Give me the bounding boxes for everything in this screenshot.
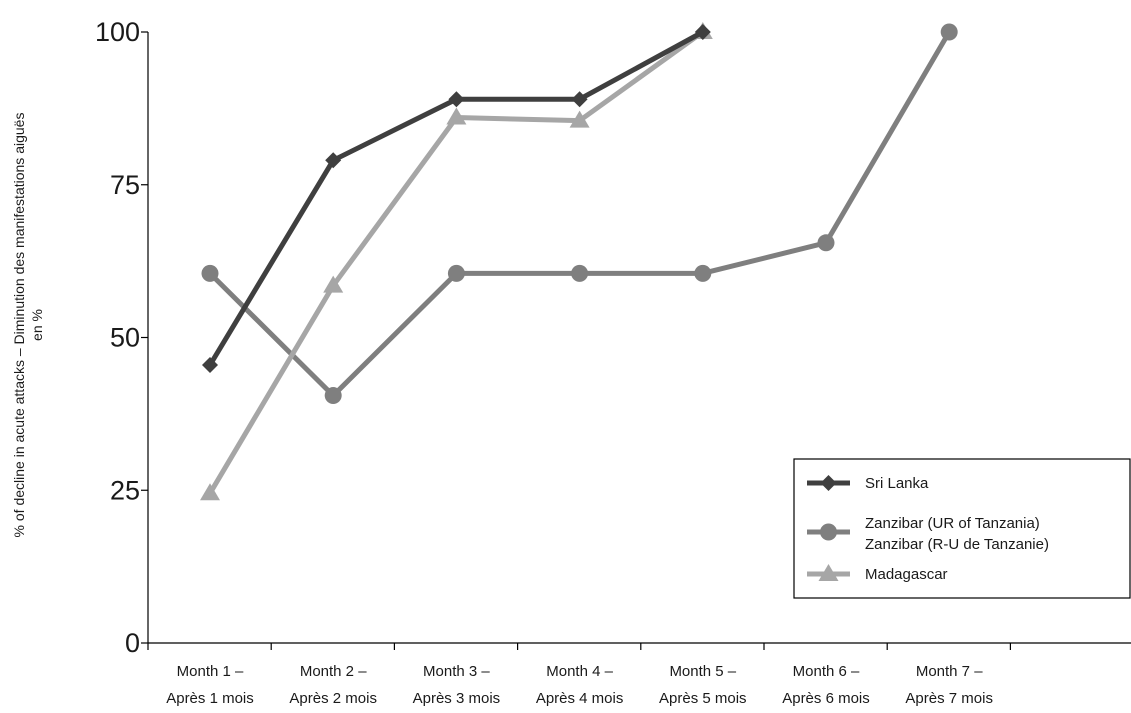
legend-item: Zanzibar (UR of Tanzania) Zanzibar (R-U d… bbox=[807, 515, 1049, 553]
data-point bbox=[202, 356, 218, 373]
data-point bbox=[940, 23, 958, 41]
x-tick-label: Month 5 – bbox=[669, 663, 736, 680]
x-axis: Month 1 – Après 1 mois Month 2 – Après 2 mo… bbox=[147, 642, 1131, 707]
x-tick-label: Après 6 mois bbox=[782, 690, 870, 707]
data-point bbox=[694, 264, 712, 282]
x-tick-label: Month 1 – bbox=[177, 663, 244, 680]
x-tick-label: Month 7 – bbox=[916, 663, 983, 680]
series-line bbox=[207, 29, 706, 368]
data-point bbox=[817, 234, 835, 252]
legend-marker bbox=[818, 564, 839, 581]
x-tick-label: Month 4 – bbox=[546, 663, 613, 680]
plot-area bbox=[200, 22, 958, 501]
x-tick-label: Month 3 – bbox=[423, 663, 490, 680]
legend-label: Zanzibar (R-U de Tanzanie) bbox=[865, 536, 1049, 553]
data-point bbox=[448, 91, 465, 108]
data-point bbox=[694, 24, 711, 40]
x-tick-label: Month 6 – bbox=[793, 663, 860, 680]
x-tick-label: Month 2 – bbox=[300, 663, 367, 680]
legend-marker bbox=[820, 523, 837, 541]
y-axis: 0 25 50 75 100 bbox=[95, 17, 149, 658]
y-tick-label: 100 bbox=[95, 17, 140, 47]
x-tick-label: Après 2 mois bbox=[289, 690, 377, 707]
x-tick-label: Après 4 mois bbox=[536, 690, 624, 707]
data-point bbox=[324, 387, 342, 405]
legend-label: Sri Lanka bbox=[865, 475, 929, 492]
series-line bbox=[207, 29, 952, 399]
data-point bbox=[569, 110, 590, 128]
y-tick-label: 0 bbox=[125, 628, 140, 658]
legend-label: Madagascar bbox=[865, 566, 948, 583]
y-axis-label-line2: en % bbox=[29, 309, 45, 341]
y-tick-label: 75 bbox=[110, 170, 140, 200]
data-point bbox=[571, 264, 589, 282]
data-point bbox=[571, 91, 588, 108]
y-tick-label: 50 bbox=[110, 323, 140, 353]
data-point bbox=[325, 152, 342, 169]
series-zanzibar-ur-of-tanzania bbox=[201, 23, 958, 405]
y-tick-label: 25 bbox=[110, 475, 140, 505]
data-point bbox=[447, 264, 465, 282]
x-tick-label: Après 1 mois bbox=[166, 690, 254, 707]
legend-item: Sri Lanka bbox=[807, 475, 929, 492]
legend-item: Madagascar bbox=[807, 564, 948, 583]
data-point bbox=[201, 264, 219, 282]
legend-label: Zanzibar (UR of Tanzania) bbox=[865, 515, 1040, 532]
data-point bbox=[200, 483, 220, 501]
data-point bbox=[446, 107, 467, 125]
y-axis-label-line1: % of decline in acute attacks – Diminuti… bbox=[11, 113, 27, 538]
data-point bbox=[323, 275, 344, 293]
series-sri-lanka bbox=[202, 24, 711, 373]
legend-marker bbox=[820, 475, 837, 491]
x-tick-label: Après 7 mois bbox=[905, 690, 993, 707]
x-tick-label: Après 5 mois bbox=[659, 690, 747, 707]
x-tick-label: Après 3 mois bbox=[413, 690, 501, 707]
